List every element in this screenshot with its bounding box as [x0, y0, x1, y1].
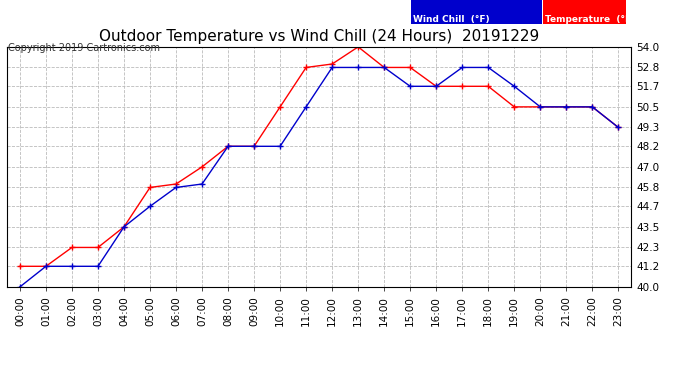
Text: Copyright 2019 Cartronics.com: Copyright 2019 Cartronics.com — [8, 43, 160, 52]
Title: Outdoor Temperature vs Wind Chill (24 Hours)  20191229: Outdoor Temperature vs Wind Chill (24 Ho… — [99, 29, 540, 44]
Text: Wind Chill  (°F): Wind Chill (°F) — [413, 15, 489, 24]
Text: Temperature  (°F): Temperature (°F) — [545, 15, 635, 24]
